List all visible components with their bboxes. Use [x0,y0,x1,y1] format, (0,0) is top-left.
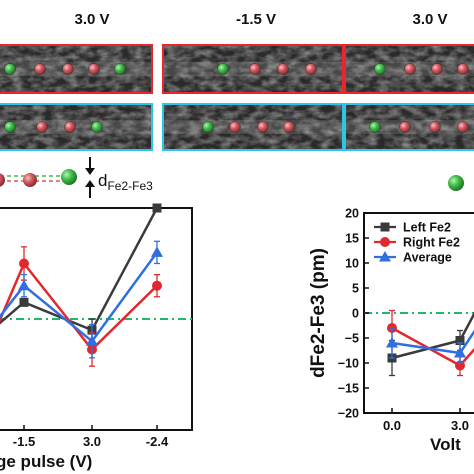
schematic-fe-green-atom [61,169,77,185]
fe-red-atom [431,63,443,75]
y-tick-label: 20 [345,207,359,221]
x-tick-label: -2.4 [146,434,169,449]
fe-green-atom [4,63,16,75]
stm-image-panel [344,103,474,151]
data-point [152,203,162,213]
fe-green-atom [114,63,126,75]
data-point [151,246,163,257]
y-tick-label: −5 [345,332,359,346]
chart-right: 20 15 10 5 0 −5 −10 −15 −20 dFe2-Fe3 (pm) 0.0 3.0 Vo… [308,207,474,454]
fe-red-atom [305,63,317,75]
schematic-fe-red-atom [0,173,5,187]
fe-red-atom [64,121,76,133]
fe-green-atom [202,121,214,133]
stm-image-texture [0,45,152,93]
fe-red-atom [283,121,295,133]
fe-red-atom [277,63,289,75]
plot-frame [0,207,193,431]
data-point [380,222,390,232]
fe-green-atom [369,121,381,133]
panel-headers: 3.0 V -1.5 V 3.0 V [74,11,447,28]
panel-voltage-2: -1.5 V [236,11,276,28]
fe-red-atom [249,63,261,75]
stm-image-panel [344,44,474,94]
x-tick-label: 3.0 [451,418,469,433]
y-tick-label: 15 [345,232,359,246]
stm-image-panel [0,103,153,151]
data-point [18,279,30,291]
stm-image-frame [344,44,474,94]
fe-red-atom [229,121,241,133]
fe-red-atom [62,63,74,75]
stm-image-frame [344,103,474,151]
data-point [380,237,390,247]
data-point [386,337,398,348]
x-axis-label: Volt [430,435,461,454]
stm-chain-glow [163,120,343,134]
x-tick-label: 3.0 [83,434,101,449]
stm-image-texture [0,104,152,150]
x-axis-label: ge pulse (V) [0,452,92,471]
stm-image-panel [162,103,344,151]
distance-schematic: dFe2-Fe3 [0,157,464,198]
legend-entry: Left Fe2 [403,221,451,235]
schematic-fe-red-atom [23,173,37,187]
panel-voltage-3: 3.0 V [412,11,447,28]
stm-image-frame [162,103,344,151]
y-tick-label: −15 [338,382,359,396]
stm-image-panel [0,44,153,94]
series-line [0,261,158,352]
series-line [0,251,159,344]
data-point [152,280,162,291]
chart-left: -1.5 3.0 -2.4 ge pulse (V) [0,203,193,471]
stm-chain-glow [0,61,152,77]
fe-red-atom [457,63,469,75]
schematic-fe-green-atom [448,175,464,191]
distance-label: dFe2-Fe3 [98,171,153,193]
y-tick-label: 0 [352,307,359,321]
y-tick-label: 10 [345,257,359,271]
data-point [19,258,29,269]
fe-red-atom [34,63,46,75]
fe-green-atom [217,63,229,75]
panel-voltage-1: 3.0 V [74,11,109,28]
x-tick-label: -1.5 [13,434,35,449]
legend-entry: Right Fe2 [403,236,460,250]
data-point [455,336,465,345]
stm-image-grid [0,44,474,151]
y-axis-label: dFe2-Fe3 (pm) [308,248,329,378]
stm-image-panel [162,44,344,94]
data-point [19,297,29,307]
y-tick-label: −10 [338,357,359,371]
fe-red-atom [404,63,416,75]
y-tick-label: −20 [338,407,359,421]
fe-red-atom [88,63,100,75]
data-point [379,251,391,262]
stm-image-frame [162,44,344,94]
stm-image-frame [0,103,153,151]
fe-green-atom [4,121,16,133]
distance-arrows-icon [85,157,95,198]
fe-green-atom [91,121,103,133]
data-point [86,335,98,346]
fe-red-atom [257,121,269,133]
stm-image-frame [0,44,153,94]
data-point [454,347,466,358]
legend-entry: Average [403,251,452,265]
stm-chain-glow [0,120,152,134]
fe-red-atom [457,121,469,133]
fe-red-atom [399,121,411,133]
fe-green-atom [374,63,386,75]
x-tick-label: 0.0 [383,418,401,433]
series-line [0,207,159,332]
y-tick-label: 5 [352,282,359,296]
stm-image-texture [163,104,343,150]
fe-red-atom [429,121,441,133]
fe-red-atom [36,121,48,133]
